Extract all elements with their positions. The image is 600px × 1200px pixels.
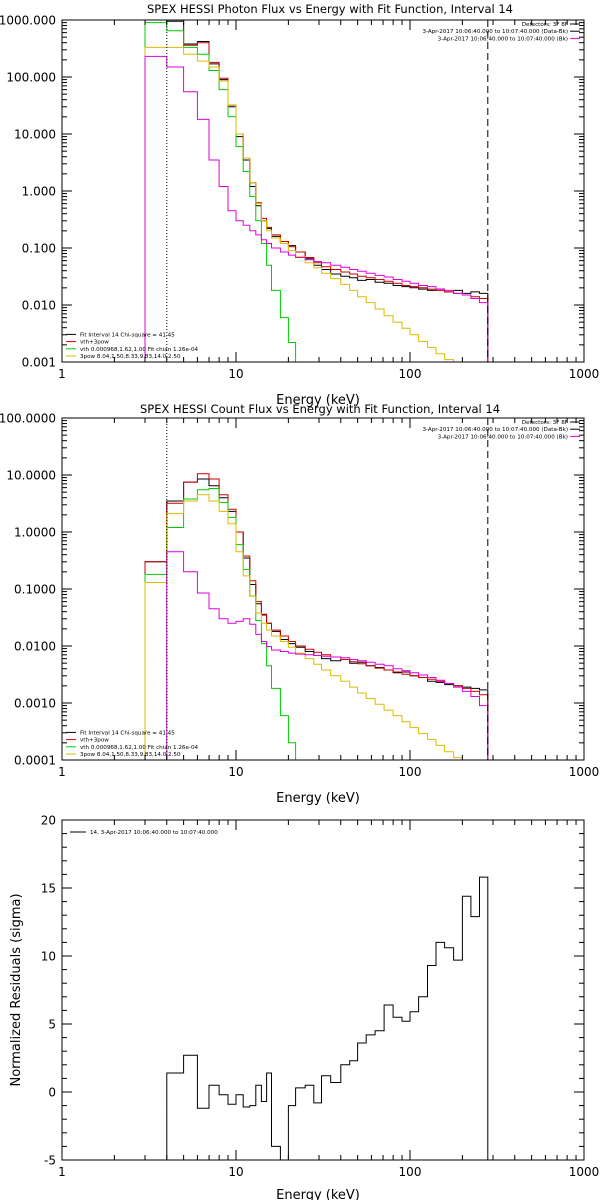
- plot-frame: [61, 19, 585, 363]
- x-tick-label: 1000: [569, 367, 600, 381]
- x-tick-label: 10: [228, 367, 243, 381]
- y-tick-label: 1.000: [22, 185, 56, 199]
- y-tick-label: 10: [41, 950, 56, 964]
- y-tick-label: 0.100: [22, 242, 56, 256]
- series-1-line: [144, 473, 489, 760]
- series-3-line: [144, 494, 463, 760]
- series-0-line: [166, 876, 489, 1160]
- plot-frame: [61, 819, 585, 1161]
- x-tick-label: 1000: [569, 765, 600, 779]
- y-tick-label: 10.0000: [6, 469, 56, 483]
- count-flux-chart: SPEX HESSI Count Flux vs Energy with Fit…: [0, 402, 599, 806]
- residuals-chart: 1 10 100 1000 -5 0 5 10 15 20 14, 3-Apr-2017 10:0…: [9, 814, 599, 1200]
- series-1-line: [144, 20, 489, 362]
- y-tick-label: 0.1000: [14, 583, 56, 597]
- photon-flux-chart: SPEX HESSI Photon Flux vs Energy with Fi…: [0, 2, 599, 408]
- top-legend-entry: 3-Apr-2017 10:06:40.000 to 10:07:40.000 …: [422, 29, 568, 35]
- bottom-legend-entry: 3pow 8.04,1.50,8.33,9.83,14.0,2.50: [80, 354, 181, 360]
- series-0-line: [144, 20, 489, 362]
- chart-title: SPEX HESSI Count Flux vs Energy with Fit…: [140, 402, 500, 416]
- top-legend-entry: Detectors: 3F 8F: [522, 420, 568, 426]
- x-tick-label: 1000: [569, 1165, 600, 1179]
- y-tick-label: 0: [48, 1086, 56, 1100]
- series-2-line: [144, 22, 297, 362]
- y-tick-label: 5: [48, 1018, 56, 1032]
- y-tick-label: 1.0000: [14, 526, 56, 540]
- series-4-line: [144, 551, 489, 760]
- series-0-line: [144, 478, 489, 760]
- top-legend-entry: 3-Apr-2017 10:06:40.000 to 10:07:40.000 …: [438, 434, 568, 440]
- y-tick-label: 100.0000: [0, 412, 56, 426]
- x-tick-label: 100: [399, 765, 422, 779]
- y-tick-label: 0.010: [22, 299, 56, 313]
- x-tick-label: 100: [399, 367, 422, 381]
- y-tick-label: 100.000: [6, 71, 56, 85]
- bottom-legend-entry: Fit Interval 14 Chi-square = 41.45: [80, 730, 175, 736]
- top-legend-entry: 3-Apr-2017 10:06:40.000 to 10:07:40.000 …: [422, 427, 568, 433]
- bottom-legend-entry: Fit Interval 14 Chi-square = 41.45: [80, 332, 175, 338]
- top-legend-entry: 3-Apr-2017 10:06:40.000 to 10:07:40.000 …: [438, 36, 568, 42]
- series-4-line: [144, 55, 489, 362]
- x-tick-label: 100: [399, 1165, 422, 1179]
- x-tick-label: 1: [58, 1165, 66, 1179]
- y-tick-label: 15: [41, 882, 56, 896]
- series-3-line: [144, 46, 455, 362]
- x-tick-label: 1: [58, 765, 66, 779]
- y-tick-label: 0.0010: [14, 697, 56, 711]
- bottom-legend-entry: vth 0.000968,1.62,1.00 Fit chian 1.26e-0…: [80, 347, 198, 353]
- y-tick-label: 0.0001: [14, 754, 56, 768]
- top-legend-entry: 14, 3-Apr-2017 10:06:40.000 to 10:07:40.…: [90, 830, 218, 836]
- x-tick-label: 10: [228, 765, 243, 779]
- y-tick-label: 0.0100: [14, 640, 56, 654]
- x-tick-label: 1: [58, 367, 66, 381]
- x-axis-label: Energy (keV): [276, 1188, 360, 1200]
- bottom-legend-entry: vth 0.000968,1.62,1.00 Fit chian 1.26e-0…: [80, 745, 198, 751]
- x-tick-label: 10: [228, 1165, 243, 1179]
- bottom-legend-entry: vth+3pow: [80, 340, 109, 346]
- y-tick-label: 0.001: [22, 356, 56, 370]
- bottom-legend-entry: 3pow 8.04,1.50,8.33,9.83,14.0,2.50: [80, 752, 181, 758]
- y-tick-label: -5: [44, 1154, 56, 1168]
- chart-title: SPEX HESSI Photon Flux vs Energy with Fi…: [147, 2, 513, 16]
- bottom-legend-entry: vth+3pow: [80, 738, 109, 744]
- y-axis-label: Normalized Residuals (sigma): [9, 893, 24, 1086]
- y-tick-label: 20: [41, 814, 56, 828]
- x-axis-label: Energy (keV): [276, 393, 360, 408]
- series-2-line: [144, 488, 297, 760]
- y-tick-label: 1000.000: [0, 14, 56, 28]
- top-legend-entry: Detectors: 3F 8F: [522, 22, 568, 28]
- y-tick-label: 10.000: [14, 128, 56, 142]
- plot-frame: [61, 417, 585, 761]
- x-axis-label: Energy (keV): [276, 791, 360, 806]
